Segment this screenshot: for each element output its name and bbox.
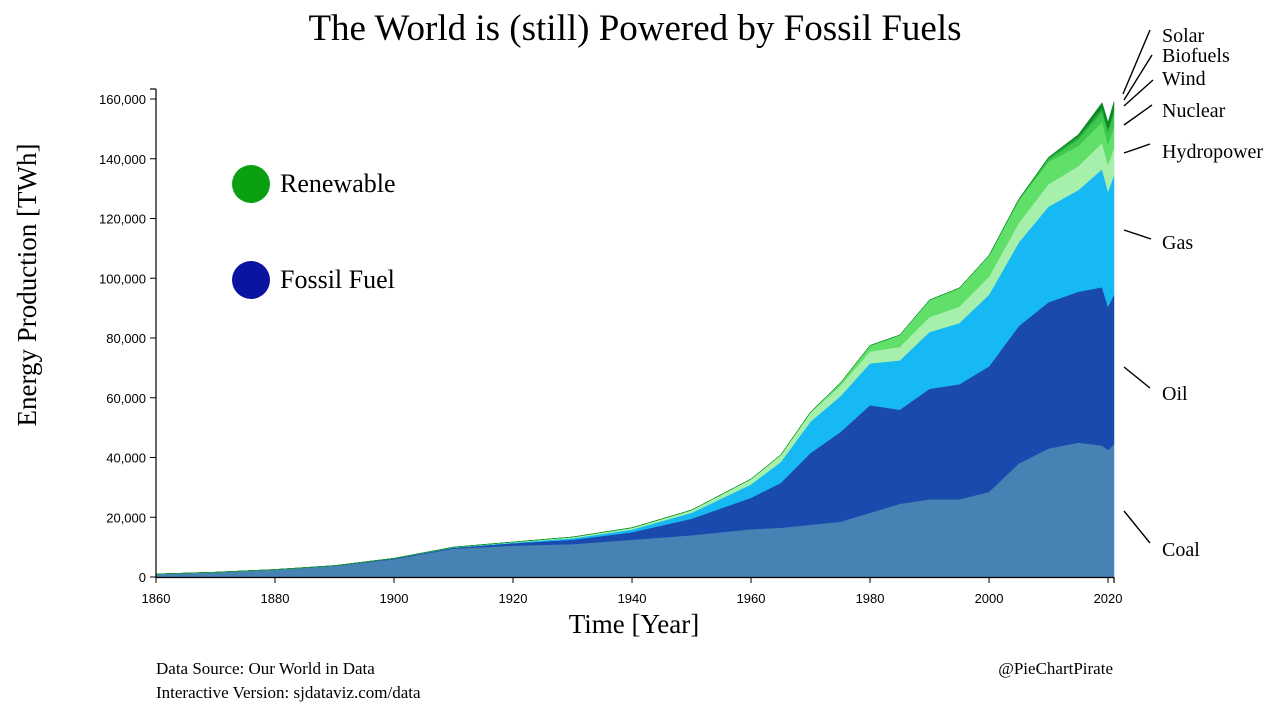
data-source-note: Data Source: Our World in Data — [156, 659, 375, 678]
y-axis-ticks: 0 20,000 40,000 60,000 80,000 100,000 120,000 1… — [99, 92, 156, 585]
y-tick-label: 140,000 — [99, 152, 146, 167]
x-tick-label: 1960 — [737, 591, 766, 606]
gas-leader-line — [1123, 229, 1152, 240]
y-tick-label: 0 — [139, 570, 146, 585]
x-tick-label: 1920 — [499, 591, 528, 606]
series-label-wind: Wind — [1162, 68, 1206, 90]
nuclear-leader-line — [1123, 104, 1153, 126]
series-labels: Solar Biofuels Wind Nuclear Hydropower G… — [1122, 25, 1263, 561]
y-tick-label: 80,000 — [106, 331, 146, 346]
y-tick-label: 120,000 — [99, 212, 146, 227]
x-axis-ticks: 1860 1880 1900 1920 1940 1960 1980 2000 2020 — [142, 577, 1123, 606]
y-tick-label: 160,000 — [99, 92, 146, 107]
legend: Renewable Fossil Fuel — [232, 165, 396, 299]
solar-leader-line — [1122, 29, 1151, 95]
interactive-version-note: Interactive Version: sjdataviz.com/data — [156, 683, 421, 702]
legend-fossil-fuel-label: Fossil Fuel — [280, 265, 395, 294]
y-axis-label: Energy Production [TWh] — [12, 144, 42, 427]
series-label-hydropower: Hydropower — [1162, 141, 1263, 163]
y-tick-label: 100,000 — [99, 271, 146, 286]
hydropower-leader-line — [1123, 143, 1151, 154]
biofuels-leader-line — [1123, 54, 1153, 101]
x-tick-label: 1860 — [142, 591, 171, 606]
chart-title: The World is (still) Powered by Fossil F… — [308, 8, 961, 49]
stacked-areas — [155, 101, 1115, 578]
series-label-coal: Coal — [1162, 539, 1200, 561]
x-tick-label: 1940 — [618, 591, 647, 606]
wind-leader-line — [1123, 79, 1154, 107]
x-tick-label: 1980 — [856, 591, 885, 606]
x-axis-label: Time [Year] — [569, 609, 700, 639]
series-label-oil: Oil — [1162, 383, 1188, 405]
x-tick-label: 1880 — [261, 591, 290, 606]
legend-renewable-swatch — [232, 165, 270, 203]
oil-leader-line — [1123, 366, 1151, 389]
author-credit: @PieChartPirate — [998, 659, 1113, 678]
x-tick-label: 2000 — [975, 591, 1004, 606]
coal-leader-line — [1123, 510, 1151, 544]
series-label-solar: Solar — [1162, 25, 1205, 47]
y-tick-label: 40,000 — [106, 451, 146, 466]
y-tick-label: 20,000 — [106, 510, 146, 525]
series-label-biofuels: Biofuels — [1162, 45, 1230, 67]
series-label-gas: Gas — [1162, 232, 1193, 254]
y-tick-label: 60,000 — [106, 391, 146, 406]
area-solar — [155, 101, 1115, 575]
legend-fossil-fuel-swatch — [232, 261, 270, 299]
series-label-nuclear: Nuclear — [1162, 100, 1226, 122]
legend-renewable-label: Renewable — [280, 169, 396, 198]
x-tick-label: 1900 — [380, 591, 409, 606]
x-tick-label: 2020 — [1094, 591, 1123, 606]
